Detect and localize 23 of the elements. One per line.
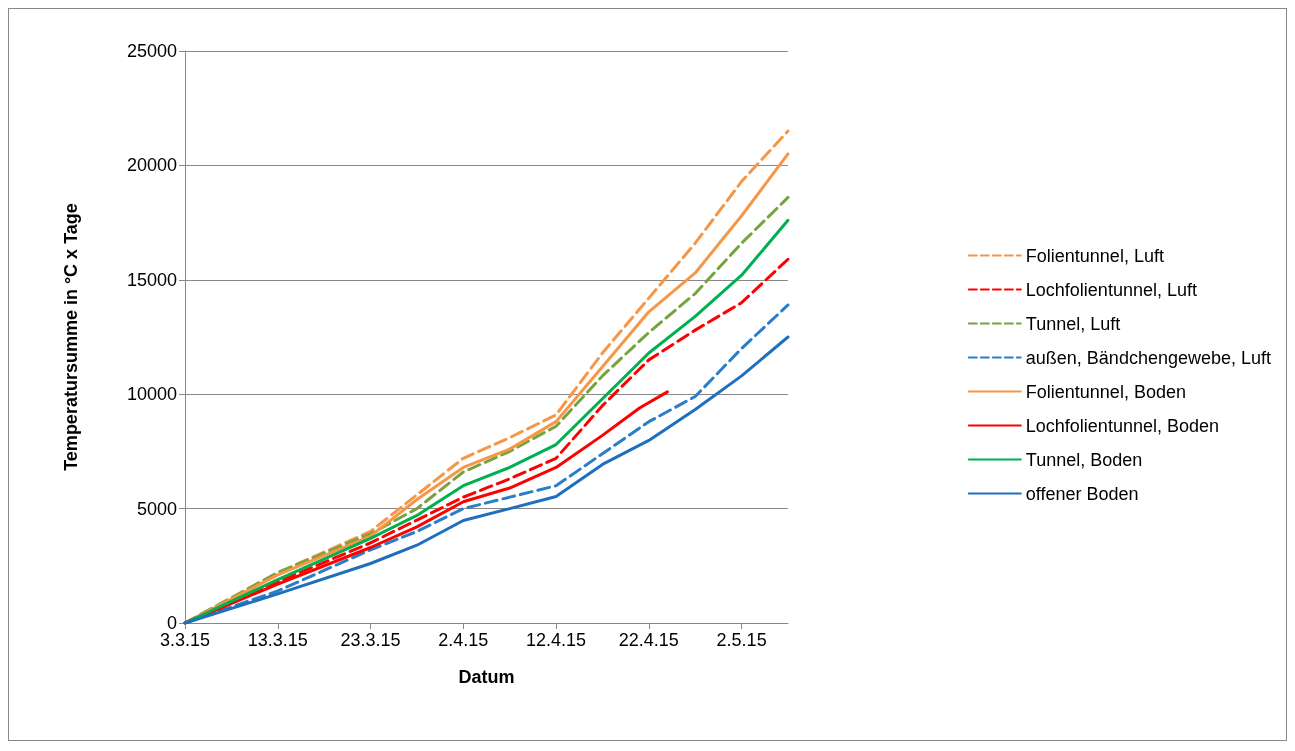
legend-label: Lochfolientunnel, Luft (1025, 279, 1197, 300)
x-tick-label: 3.3.15 (159, 630, 211, 650)
x-tick-label: 2.4.15 (438, 630, 489, 650)
legend-label: Lochfolientunnel, Boden (1025, 415, 1219, 436)
legend-label: offener Boden (1025, 483, 1139, 504)
x-axis-title: Datum (458, 667, 515, 687)
legend-label: Tunnel, Boden (1025, 449, 1143, 470)
x-tick-label: 13.3.15 (247, 630, 308, 650)
y-tick-label: 20000 (126, 155, 177, 176)
y-tick-label: 25000 (126, 41, 177, 61)
y-tick-label: 10000 (126, 384, 177, 405)
x-tick-label: 22.4.15 (618, 630, 679, 650)
legend-label: außen, Bändchengewebe, Luft (1025, 347, 1272, 368)
legend-label: Folientunnel, Luft (1025, 245, 1164, 266)
x-tick-label: 23.3.15 (340, 630, 401, 650)
y-tick-label: 5000 (136, 498, 177, 519)
x-tick-label: 2.5.15 (716, 630, 767, 650)
y-tick-label: 15000 (126, 269, 177, 290)
y-tick-label: 0 (166, 613, 177, 633)
x-tick-label: 12.4.15 (526, 630, 587, 650)
y-axis-title: Temperatursumme in °C x Tage (61, 203, 81, 471)
legend-label: Folientunnel, Boden (1025, 381, 1186, 402)
legend-label: Tunnel, Luft (1025, 313, 1121, 334)
